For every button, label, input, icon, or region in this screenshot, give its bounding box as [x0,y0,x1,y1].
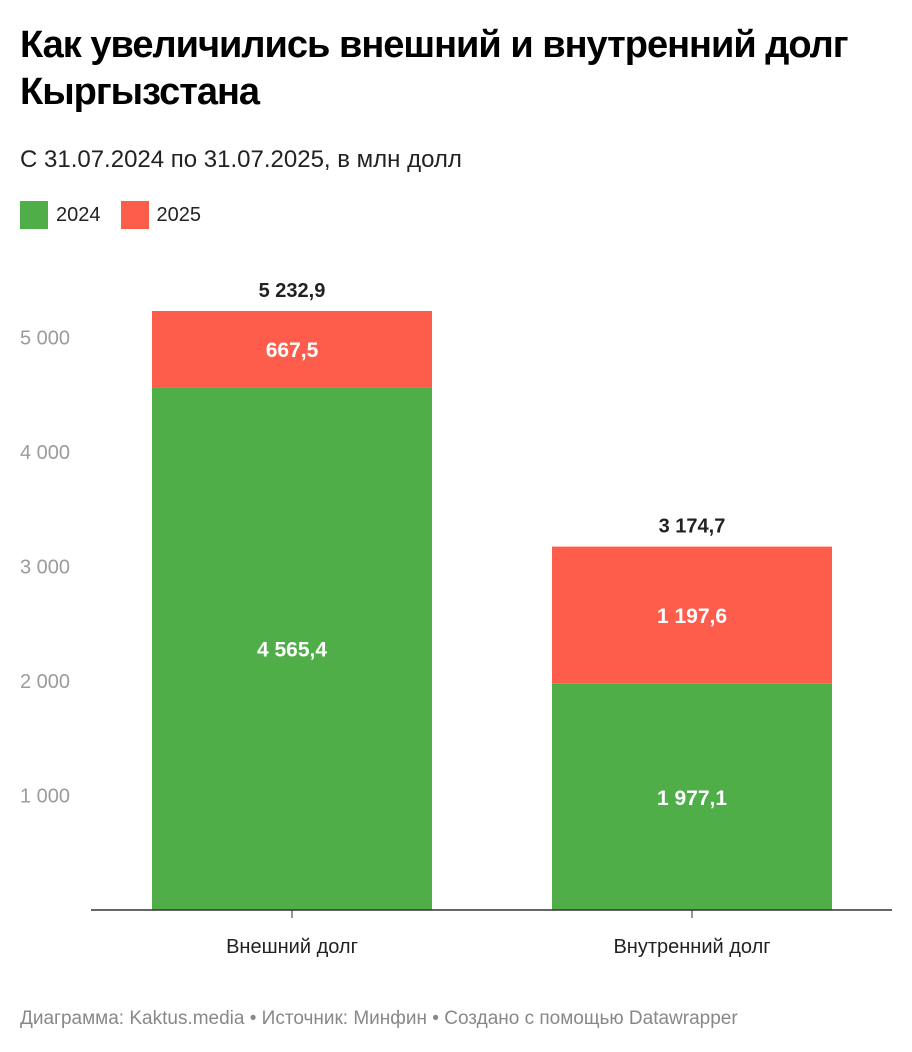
legend-label-2025: 2025 [156,203,202,226]
bar-total-label-1: 3 174,7 [659,516,726,538]
bar-total-label-0: 5 232,9 [259,280,326,302]
legend-item-2025: 2025 [120,201,202,229]
bar-segment-0-2025 [152,311,432,388]
chart-subtitle: С 31.07.2024 по 31.07.2025, в млн долл [20,146,462,173]
x-tick-label-1: Внутренний долг [613,936,770,958]
bar-segment-0-2024 [152,387,432,910]
bar-value-label-1-2024: 1 977,1 [657,787,727,810]
y-tick-label-5000: 5 000 [20,328,70,350]
y-tick-label-2000: 2 000 [20,671,70,693]
legend-label-2024: 2024 [56,203,101,226]
bar-value-label-0-2025: 667,5 [266,339,319,362]
y-tick-label-3000: 3 000 [20,557,70,579]
y-tick-label-1000: 1 000 [20,786,70,808]
legend-swatch-2025 [120,201,149,229]
chart-title: Как увеличились внешний и внутренний дол… [20,24,849,113]
legend-item-2024: 2024 [20,201,101,229]
x-tick-label-0: Внешний долг [226,936,358,958]
bar-value-label-1-2025: 1 197,6 [657,605,727,628]
chart-footer: Диаграмма: Kaktus.media • Источник: Минф… [20,1008,738,1029]
bar-value-label-0-2024: 4 565,4 [257,639,327,662]
bar-segment-1-2025 [552,546,832,684]
y-tick-label-4000: 4 000 [20,442,70,464]
bar-chart: 1 000 2 000 3 000 4 000 5 000 4 565,4 667,5 5 2… [20,280,892,958]
bar-segment-1-2024 [552,683,832,910]
legend: 2024 2025 [20,201,221,229]
legend-swatch-2024 [20,201,48,229]
